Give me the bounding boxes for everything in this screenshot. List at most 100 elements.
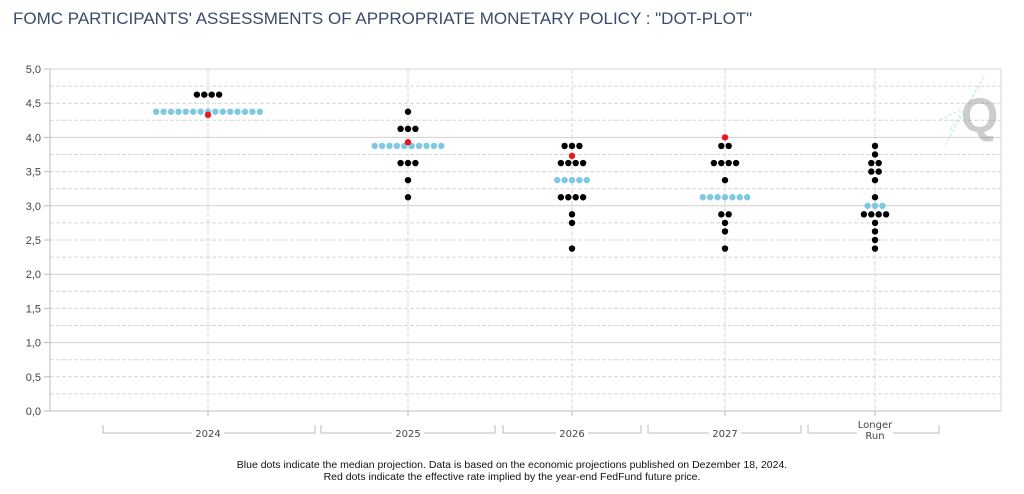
median-dot [699,194,706,201]
participant-dot [871,176,879,184]
label-backdrop [192,430,224,436]
participant-dot [557,159,565,167]
y-tick-label: 3,5 [26,167,41,179]
participant-dot [871,228,879,235]
participant-dot [882,211,890,218]
participant-dot [568,142,576,150]
y-tick-label: 4,0 [26,132,41,144]
participant-dot [871,245,879,252]
participant-dot [871,194,879,201]
median-dot [707,194,714,201]
median-dot [219,108,226,115]
median-dot [415,142,423,150]
participant-dot [871,219,879,227]
y-axis-ticks: 0,0 0,5 1,0 1,5 2,0 2,5 3,0 3,5 4,0 4,5 5,0 [26,64,50,418]
y-tick-label: 5,0 [26,64,41,76]
median-dot [378,142,386,150]
participant-dot [208,91,215,98]
median-dot [583,176,590,184]
median-dot [227,108,234,115]
x-category-label: 2024 [195,429,220,440]
participant-dot [721,245,729,252]
participant-dot [565,159,572,167]
median-dot [371,142,378,150]
participant-dot [721,219,729,227]
participant-dot [568,219,576,227]
participant-dot [568,211,576,218]
participant-dot [561,142,568,150]
y-tick-label: 0,0 [26,406,41,418]
median-dot [871,202,879,209]
median-dot [234,108,241,115]
median-dot [256,108,263,115]
median-dot [568,176,576,184]
x-category-label: 2025 [395,429,420,440]
label-backdrop [709,430,741,436]
median-dot [430,142,438,150]
median-dot [576,176,583,184]
watermark-letter: Q [961,90,998,143]
y-tick-label: 3,0 [26,201,41,213]
y-tick-label: 2,0 [26,269,41,281]
participant-dot [572,194,579,201]
median-dot [864,202,871,209]
participant-dot [875,168,882,175]
participant-dot [557,194,565,201]
median-dot [438,142,445,150]
participant-dot [718,142,725,150]
label-backdrop [857,430,893,436]
implied-rate-dot [404,138,412,146]
participant-dot [579,194,587,201]
y-tick-label: 0,5 [26,372,41,384]
participant-dot [721,228,729,235]
median-dot [386,142,393,150]
median-dot [190,108,197,115]
median-dot [175,108,182,115]
x-category-label: 2026 [559,429,584,440]
participant-dot [718,211,725,218]
participant-dot [875,211,882,218]
median-dot [423,142,430,150]
participant-dot [871,236,879,244]
median-dot [714,194,721,201]
participant-dot [193,91,201,98]
label-backdrop [556,430,588,436]
y-tick-label: 1,0 [26,338,41,350]
participant-dot [721,176,729,184]
participant-dot [732,159,740,167]
participant-dot [568,245,576,252]
participant-dot [412,159,419,167]
participant-dot [576,142,583,150]
participant-dot [397,159,404,167]
median-dot [736,194,743,201]
participant-dot [201,91,208,98]
participant-dot [868,159,875,167]
participant-dot [860,211,868,218]
participant-dot [215,91,223,98]
median-dot [249,108,256,115]
implied-rate-dot [204,111,212,119]
participant-dot [871,142,879,150]
median-dot [879,202,886,209]
participant-dot [412,125,419,133]
participant-dot [725,142,732,150]
median-dot [160,108,167,115]
participant-dot [404,108,412,115]
participant-dot [868,168,875,175]
participant-dot [725,211,732,218]
participant-dot [565,194,572,201]
x-category-label: 2027 [712,429,737,440]
median-dot [153,108,160,115]
participant-dot [404,125,412,133]
participant-dot [875,159,882,167]
participant-dot [404,159,412,167]
participant-dot [725,159,732,167]
participant-dot [718,159,725,167]
participant-dot [572,159,579,167]
participant-dot [404,176,412,184]
median-dot [393,142,401,150]
median-dot [212,108,219,115]
grid-lines [49,68,1002,416]
dots [153,91,890,252]
